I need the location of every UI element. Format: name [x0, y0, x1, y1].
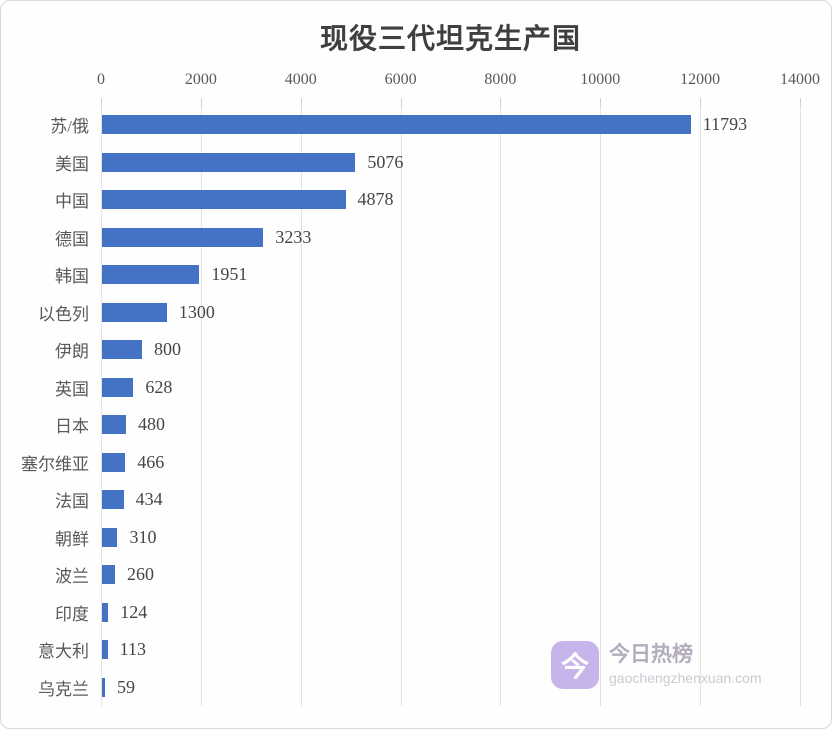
value-label: 5076: [367, 151, 404, 172]
axis-tick-label: 4000: [284, 71, 317, 88]
value-label: 1951: [211, 264, 248, 285]
category-label: 德国: [55, 229, 89, 249]
value-label: 59: [116, 676, 135, 697]
bar: [102, 377, 134, 397]
value-label: 260: [126, 564, 154, 585]
axis-tick-mark: [300, 98, 302, 106]
axis-tick-label: 10000: [580, 71, 621, 88]
gridline: [400, 106, 402, 706]
value-label: 3233: [275, 226, 312, 247]
axis-tick-label: 0: [97, 71, 105, 88]
category-label: 日本: [55, 417, 89, 437]
watermark-text: 今日热榜 gaochengzhenxuan.com: [609, 641, 762, 686]
value-label: 113: [119, 639, 146, 660]
category-label: 朝鲜: [55, 529, 89, 549]
gridline: [500, 106, 502, 706]
bar: [102, 115, 691, 135]
chart-title: 现役三代坦克生产国: [319, 24, 581, 55]
axis-tick-label: 2000: [184, 71, 217, 88]
axis-tick-mark: [500, 98, 502, 106]
category-label: 伊朗: [55, 342, 89, 362]
gridline: [600, 106, 602, 706]
bar: [102, 452, 126, 472]
bar: [102, 602, 109, 622]
bar: [102, 302, 167, 322]
bar: [102, 340, 142, 360]
value-label: 480: [137, 414, 165, 435]
gridline: [700, 106, 702, 706]
category-label: 法国: [55, 492, 89, 512]
gridline: [200, 106, 202, 706]
gridline: [300, 106, 302, 706]
axis-tick-mark: [800, 98, 801, 106]
axis-tick-label: 8000: [484, 71, 517, 88]
value-label: 11793: [702, 114, 748, 135]
value-label: 4878: [357, 189, 394, 210]
gridline: [800, 106, 801, 706]
category-label: 以色列: [38, 304, 89, 324]
category-label: 苏/俄: [50, 117, 89, 137]
watermark: 今 今日热榜 gaochengzhenxuan.com: [551, 641, 762, 689]
bar: [102, 565, 115, 585]
bar: [102, 152, 356, 172]
axis-tick-mark: [200, 98, 202, 106]
category-label: 中国: [55, 192, 89, 212]
watermark-logo-icon: 今: [551, 641, 599, 689]
axis-tick-mark: [101, 98, 102, 106]
axis-tick-label: 12000: [680, 71, 721, 88]
value-label: 466: [137, 451, 165, 472]
watermark-domain: gaochengzhenxuan.com: [609, 670, 762, 687]
bar: [102, 640, 108, 660]
axis-tick-mark: [600, 98, 602, 106]
value-label: 800: [153, 339, 181, 360]
category-label: 印度: [55, 604, 89, 624]
axis-tick-mark: [700, 98, 702, 106]
category-label: 意大利: [38, 642, 89, 662]
value-label: 124: [120, 601, 148, 622]
axis-tick-label: 14000: [780, 71, 820, 88]
value-label: 628: [145, 376, 173, 397]
value-label: 1300: [178, 301, 215, 322]
category-label: 塞尔维亚: [21, 454, 89, 474]
category-label: 波兰: [55, 567, 89, 587]
bar: [102, 677, 105, 697]
axis-tick-mark: [400, 98, 402, 106]
category-label: 英国: [55, 379, 89, 399]
value-label: 310: [129, 526, 157, 547]
bar: [102, 527, 118, 547]
bar: [102, 190, 346, 210]
category-label: 美国: [55, 154, 89, 174]
watermark-brand: 今日热榜: [609, 643, 693, 666]
category-label: 乌克兰: [38, 679, 89, 699]
bar: [102, 415, 126, 435]
value-label: 434: [135, 489, 163, 510]
bar: [102, 490, 124, 510]
category-label: 韩国: [55, 267, 89, 287]
gridline: [101, 106, 102, 706]
bar: [102, 265, 200, 285]
axis-tick-label: 6000: [384, 71, 417, 88]
bar: [102, 227, 264, 247]
